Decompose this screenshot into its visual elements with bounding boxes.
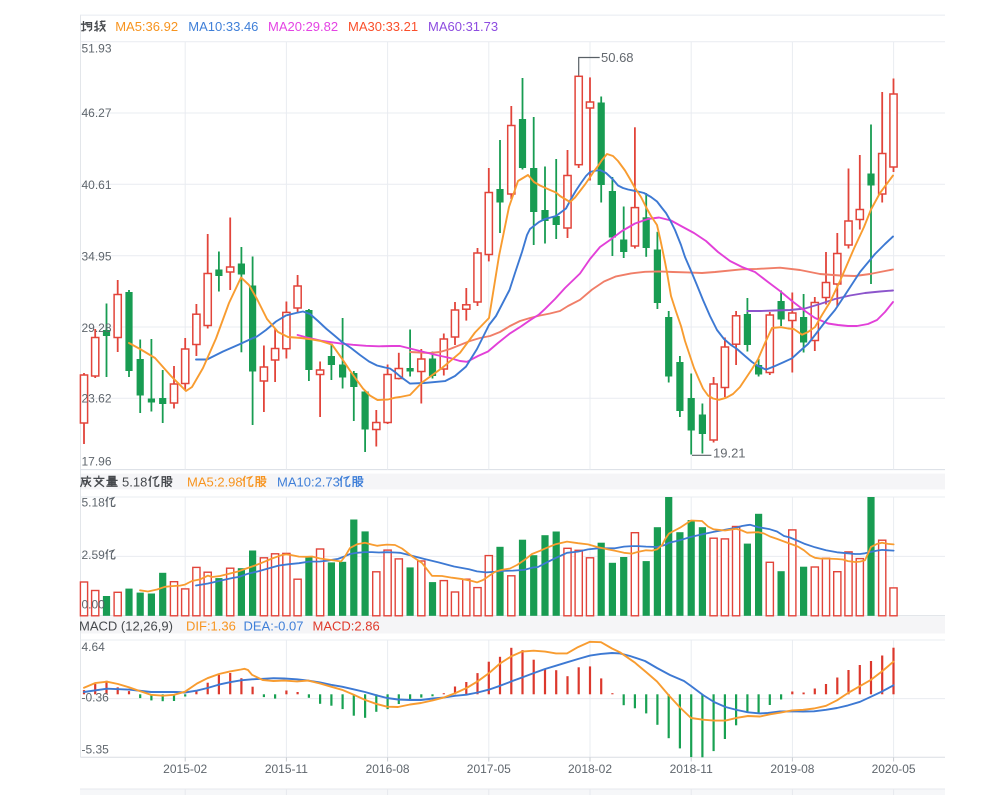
svg-text:-0.36: -0.36	[82, 691, 110, 705]
svg-text:2016-08: 2016-08	[366, 762, 410, 776]
svg-text:51.93: 51.93	[82, 41, 112, 55]
svg-text:19.21: 19.21	[713, 446, 746, 461]
svg-text:17.96: 17.96	[82, 455, 112, 469]
svg-text:MA5:2.98: MA5:2.98	[187, 474, 243, 489]
svg-text:-5.35: -5.35	[82, 743, 110, 757]
svg-text:DIF:1.36: DIF:1.36	[186, 618, 236, 633]
svg-text:2018-02: 2018-02	[568, 762, 612, 776]
svg-text:MA5:36.92: MA5:36.92	[115, 19, 178, 34]
svg-text:40.61: 40.61	[82, 178, 112, 192]
svg-text:0.00: 0.00	[82, 598, 106, 612]
svg-text:MA30:33.21: MA30:33.21	[348, 19, 418, 34]
svg-text:46.27: 46.27	[82, 106, 112, 120]
svg-text:50.68: 50.68	[601, 50, 634, 65]
svg-text:34.95: 34.95	[82, 250, 112, 264]
svg-text:2.59: 2.59	[82, 548, 106, 562]
svg-text:23.62: 23.62	[82, 392, 112, 406]
svg-text:2018-11: 2018-11	[670, 762, 713, 776]
svg-text:29.28: 29.28	[82, 321, 112, 335]
svg-text:5.18: 5.18	[122, 474, 147, 489]
svg-text:5.18: 5.18	[82, 496, 106, 510]
svg-text:2019-08: 2019-08	[770, 762, 814, 776]
svg-text:MA10:33.46: MA10:33.46	[188, 19, 258, 34]
svg-text:2015-02: 2015-02	[163, 762, 207, 776]
svg-text:MA60:31.73: MA60:31.73	[428, 19, 498, 34]
svg-text:2015-11: 2015-11	[265, 762, 308, 776]
svg-text:DEA:-0.07: DEA:-0.07	[244, 618, 304, 633]
svg-text:MA20:29.82: MA20:29.82	[268, 19, 338, 34]
svg-text:2020-05: 2020-05	[872, 762, 916, 776]
svg-text:MA10:2.73: MA10:2.73	[277, 474, 340, 489]
svg-text:MACD (12,26,9): MACD (12,26,9)	[79, 618, 173, 633]
svg-text:4.64: 4.64	[82, 640, 106, 654]
svg-text:2017-05: 2017-05	[467, 762, 511, 776]
svg-text:MACD:2.86: MACD:2.86	[313, 618, 380, 633]
